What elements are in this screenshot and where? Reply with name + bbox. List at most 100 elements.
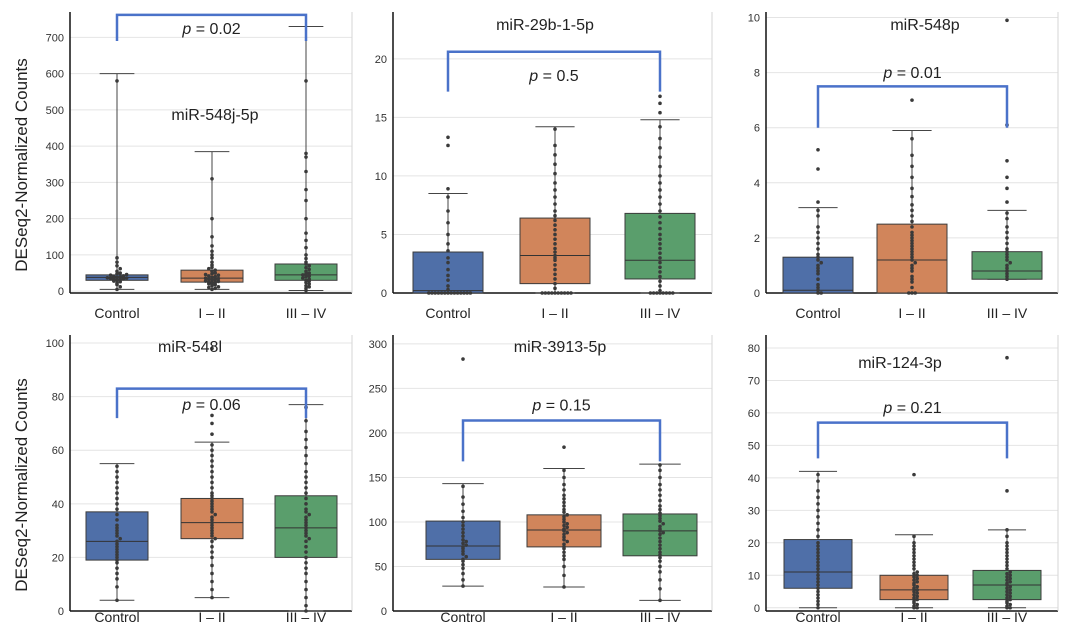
- data-point: [550, 291, 554, 295]
- data-point: [912, 557, 916, 561]
- data-point: [1005, 200, 1009, 204]
- data-point: [446, 256, 450, 260]
- box-iiiiv: [274, 26, 338, 293]
- data-point: [1008, 573, 1012, 578]
- data-point: [562, 550, 566, 555]
- data-point: [461, 578, 465, 582]
- data-point: [912, 550, 916, 555]
- data-point: [304, 260, 308, 264]
- data-point: [658, 226, 662, 231]
- data-point: [658, 209, 662, 213]
- data-point: [816, 225, 820, 229]
- data-point: [671, 291, 675, 295]
- box-iii: [180, 346, 244, 600]
- data-point: [115, 555, 119, 560]
- data-point: [553, 291, 557, 295]
- data-point: [912, 541, 916, 545]
- data-point: [304, 507, 308, 511]
- data-point: [115, 260, 119, 264]
- data-point: [115, 264, 119, 268]
- data-point: [452, 291, 457, 295]
- data-point: [461, 584, 465, 588]
- x-category-label: I – II: [541, 305, 568, 321]
- data-point: [658, 279, 662, 284]
- data-point: [1008, 602, 1012, 607]
- data-point: [210, 275, 214, 280]
- data-point: [203, 276, 208, 280]
- data-point: [912, 581, 916, 586]
- data-point: [210, 421, 214, 426]
- box-iii: [180, 151, 244, 292]
- data-point: [658, 136, 662, 141]
- data-point: [461, 523, 465, 528]
- data-point: [210, 563, 214, 568]
- data-point: [565, 521, 569, 526]
- data-point: [1005, 575, 1009, 579]
- data-point: [816, 557, 820, 561]
- data-point: [658, 463, 662, 467]
- data-point: [658, 181, 662, 185]
- x-category-label: III – IV: [640, 305, 681, 321]
- data-point: [816, 592, 820, 597]
- data-point: [304, 274, 308, 279]
- data-point: [816, 288, 820, 293]
- data-point: [816, 255, 820, 259]
- data-point: [667, 291, 672, 295]
- data-point: [915, 584, 919, 589]
- data-point: [562, 514, 566, 519]
- data-point: [455, 291, 460, 295]
- data-point: [210, 504, 214, 509]
- data-point: [1005, 271, 1009, 276]
- data-point: [1005, 252, 1009, 257]
- data-point: [304, 283, 308, 288]
- y-tick-label: 4: [754, 178, 760, 190]
- y-tick-label: 5: [381, 229, 387, 241]
- data-point: [304, 502, 308, 506]
- data-point: [1008, 605, 1012, 610]
- data-point: [566, 291, 570, 295]
- data-point: [439, 291, 444, 295]
- data-point: [562, 500, 566, 505]
- data-point: [658, 498, 662, 503]
- data-point: [816, 472, 820, 477]
- data-point: [658, 524, 662, 529]
- y-tick-label: 80: [52, 392, 64, 404]
- data-point: [658, 493, 662, 498]
- data-point: [1005, 249, 1009, 254]
- x-category-label: I – II: [198, 305, 225, 321]
- data-point: [115, 287, 119, 292]
- data-point: [910, 236, 914, 240]
- data-point: [816, 502, 820, 506]
- p-value-label: p = 0.01: [882, 65, 941, 82]
- data-point: [553, 209, 557, 213]
- data-point: [210, 587, 214, 592]
- chart-title: miR-29b-1-5p: [496, 17, 594, 34]
- data-point: [121, 274, 126, 278]
- data-point: [910, 266, 914, 271]
- x-category-label: I – II: [900, 609, 927, 625]
- data-point: [304, 231, 308, 235]
- data-point: [115, 547, 119, 552]
- data-point: [207, 274, 211, 278]
- data-point: [108, 273, 113, 278]
- data-point: [446, 220, 450, 225]
- chart-panel-3: 0 2 4 6 8 10 Control I – II III – IV p = 0.01 miR-…: [748, 12, 1059, 321]
- significance-bracket: [816, 421, 1009, 459]
- data-point: [816, 583, 820, 587]
- x-category-label: III – IV: [987, 305, 1028, 321]
- data-point: [301, 273, 305, 277]
- data-point: [562, 585, 566, 589]
- data-point: [553, 242, 557, 246]
- data-point: [210, 269, 214, 274]
- data-point: [1005, 241, 1009, 246]
- data-point: [461, 515, 465, 520]
- data-point: [115, 491, 119, 495]
- data-point: [461, 541, 465, 546]
- data-point: [115, 552, 119, 557]
- y-tick-label: 70: [748, 375, 760, 387]
- x-category-label: III – IV: [286, 305, 327, 321]
- y-tick-label: 30: [748, 505, 760, 517]
- data-point: [816, 566, 820, 571]
- data-point: [664, 291, 669, 295]
- box-control: [783, 470, 853, 610]
